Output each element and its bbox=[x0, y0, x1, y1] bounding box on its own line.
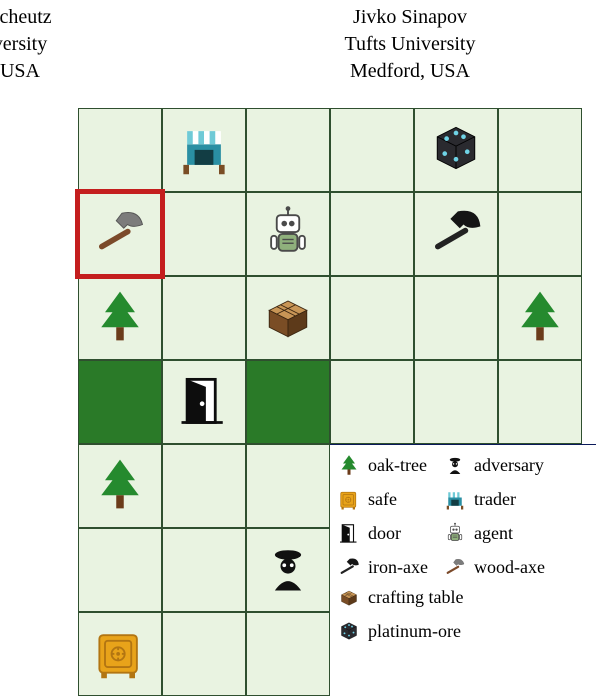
legend-label: agent bbox=[474, 523, 513, 544]
grid-cell bbox=[414, 276, 498, 360]
grid-cell bbox=[414, 108, 498, 192]
legend-item: oak-tree bbox=[336, 451, 428, 479]
grid-cell bbox=[78, 612, 162, 696]
safe-icon bbox=[336, 486, 362, 512]
legend-item: safe bbox=[336, 485, 428, 513]
grid-cell bbox=[246, 192, 330, 276]
grid-cell bbox=[498, 108, 582, 192]
grid-cell bbox=[246, 108, 330, 192]
crafting-table-icon bbox=[258, 286, 318, 351]
adversary-icon bbox=[258, 538, 318, 603]
grid-cell bbox=[414, 360, 498, 444]
crafting-table-icon bbox=[336, 584, 362, 610]
grid-cell bbox=[162, 276, 246, 360]
grid-cell bbox=[246, 276, 330, 360]
grid-cell bbox=[498, 276, 582, 360]
legend-label: trader bbox=[474, 489, 516, 510]
author-loc: USA bbox=[0, 58, 140, 85]
legend-item: door bbox=[336, 519, 428, 547]
legend-label: oak-tree bbox=[368, 455, 427, 476]
legend-item: trader bbox=[442, 485, 545, 513]
agent-icon bbox=[258, 202, 318, 267]
grid-cell bbox=[330, 360, 414, 444]
grid-cell bbox=[78, 360, 162, 444]
grid-cell bbox=[78, 276, 162, 360]
legend-item: wood-axe bbox=[442, 553, 545, 581]
grid-cell bbox=[414, 192, 498, 276]
iron-axe-icon bbox=[426, 202, 486, 267]
door-icon bbox=[174, 370, 234, 435]
legend-label: adversary bbox=[474, 455, 544, 476]
iron-axe-icon bbox=[336, 554, 362, 580]
legend-panel: oak-tree safe door iron-axe bbox=[330, 444, 596, 651]
grid-cell bbox=[246, 360, 330, 444]
legend-label: crafting table bbox=[368, 587, 463, 608]
author-inst: versity bbox=[0, 31, 140, 58]
author-name: Scheutz bbox=[0, 4, 140, 31]
legend-label: iron-axe bbox=[368, 557, 428, 578]
legend-col-left: oak-tree safe door iron-axe bbox=[336, 451, 428, 581]
grid-cell bbox=[246, 612, 330, 696]
header: Scheutz versity USA Jivko Sinapov Tufts … bbox=[0, 0, 596, 85]
legend-col-bottom: crafting table platinum-ore bbox=[336, 583, 596, 645]
legend-item: iron-axe bbox=[336, 553, 428, 581]
grid-cell bbox=[162, 360, 246, 444]
author-loc: Medford, USA bbox=[260, 58, 560, 85]
trader-icon bbox=[174, 118, 234, 183]
grid-cell bbox=[162, 108, 246, 192]
author-inst: Tufts University bbox=[260, 31, 560, 58]
door-icon bbox=[336, 520, 362, 546]
grid-cell bbox=[246, 528, 330, 612]
grid-cell bbox=[78, 528, 162, 612]
grid-cell bbox=[330, 192, 414, 276]
legend-label: safe bbox=[368, 489, 397, 510]
grid-cell bbox=[162, 612, 246, 696]
oak-tree-icon bbox=[90, 454, 150, 519]
grid-cell bbox=[78, 444, 162, 528]
legend-item: adversary bbox=[442, 451, 545, 479]
oak-tree-icon bbox=[90, 286, 150, 351]
platinum-ore-icon bbox=[336, 618, 362, 644]
author-name: Jivko Sinapov bbox=[260, 4, 560, 31]
wood-axe-icon bbox=[90, 202, 150, 267]
legend-label: platinum-ore bbox=[368, 621, 461, 642]
author-left: Scheutz versity USA bbox=[0, 4, 140, 85]
grid-cell bbox=[498, 360, 582, 444]
grid-cell bbox=[330, 108, 414, 192]
legend-item: platinum-ore bbox=[336, 617, 596, 645]
grid-cell bbox=[162, 192, 246, 276]
author-right: Jivko Sinapov Tufts University Medford, … bbox=[260, 4, 560, 85]
oak-tree-icon bbox=[336, 452, 362, 478]
adversary-icon bbox=[442, 452, 468, 478]
legend-label: wood-axe bbox=[474, 557, 545, 578]
grid-cell bbox=[498, 192, 582, 276]
trader-icon bbox=[442, 486, 468, 512]
legend-item: crafting table bbox=[336, 583, 596, 611]
grid-cell bbox=[78, 108, 162, 192]
legend-item: agent bbox=[442, 519, 545, 547]
agent-icon bbox=[442, 520, 468, 546]
safe-icon bbox=[90, 622, 150, 687]
platinum-ore-icon bbox=[426, 118, 486, 183]
wood-axe-icon bbox=[442, 554, 468, 580]
grid-cell bbox=[162, 528, 246, 612]
grid-cell bbox=[78, 192, 162, 276]
legend-label: door bbox=[368, 523, 401, 544]
grid-cell bbox=[162, 444, 246, 528]
oak-tree-icon bbox=[510, 286, 570, 351]
grid-cell bbox=[330, 276, 414, 360]
legend-col-right: adversary trader agent bbox=[442, 451, 545, 581]
grid-cell bbox=[246, 444, 330, 528]
